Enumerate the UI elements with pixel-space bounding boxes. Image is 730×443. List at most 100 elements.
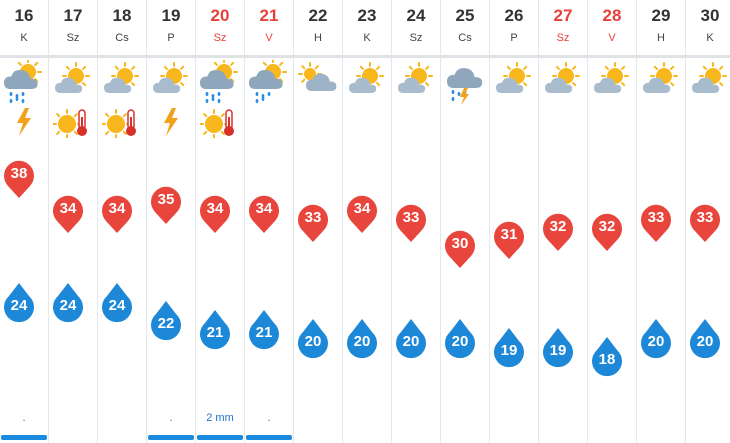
thunder-rain-icon [441,60,489,108]
min-temp-marker: 24 [52,283,84,325]
min-temp-marker: 21 [248,310,280,352]
day-number: 20 [210,6,230,25]
min-temp-value: 20 [451,333,469,350]
day-number: 24 [406,6,426,25]
day-name: K [706,32,714,44]
min-temp-value: 24 [108,297,126,314]
min-temp-value: 21 [206,324,224,341]
min-temp-marker: 18 [591,337,623,379]
day-name: Cs [115,32,129,44]
day-number: 22 [308,6,328,25]
precipitation-amount: . [22,412,26,424]
heavy-rain-sun-icon [196,60,244,108]
lightning-icon [147,108,195,138]
precipitation-amount: . [169,412,173,424]
day-column[interactable]: 25 Cs 30 20 [441,0,490,443]
day-number: 26 [504,6,524,25]
min-temp-marker: 24 [101,283,133,325]
min-temp-value: 18 [598,351,616,368]
min-temp-marker: 20 [689,319,721,361]
partly-sunny-icon [539,60,587,108]
partly-sunny-icon [686,60,730,108]
min-temp-value: 19 [549,342,567,359]
max-temp-value: 30 [451,235,469,252]
min-temp-marker: 20 [640,319,672,361]
min-temp-value: 20 [353,333,371,350]
day-column[interactable]: 21 V 34 21. [245,0,294,443]
day-number: 28 [602,6,622,25]
max-temp-value: 33 [402,208,420,226]
min-temp-marker: 19 [542,328,574,370]
heat-warning-icon [98,108,146,138]
max-temp-value: 38 [10,165,28,182]
partly-sunny-icon [98,60,146,108]
day-name: H [657,32,665,44]
partly-sunny-icon [343,60,391,108]
precipitation-amount: 2 mm [206,412,234,424]
day-column[interactable]: 20 Sz 34 21 2 mm [196,0,245,443]
max-temp-marker: 32 [542,211,574,251]
day-column[interactable]: 19 P 35 22. [147,0,196,443]
day-name: V [265,32,273,44]
partly-sunny-icon [49,60,97,108]
max-temp-marker: 33 [689,202,721,242]
max-temp-value: 31 [500,226,518,244]
partly-sunny-icon [637,60,685,108]
max-temp-value: 34 [59,200,77,217]
max-temp-marker: 30 [444,228,476,268]
max-temp-value: 34 [206,200,224,217]
heat-warning-icon [49,108,97,138]
min-temp-value: 19 [500,342,518,359]
min-temp-value: 22 [157,315,175,332]
day-name: K [20,32,28,44]
day-number: 17 [63,6,83,25]
max-temp-marker: 34 [346,193,378,233]
day-number: 25 [455,6,475,25]
day-name: Cs [458,32,472,44]
day-number: 29 [651,6,671,25]
min-temp-marker: 20 [346,319,378,361]
day-number: 23 [357,6,377,25]
day-name: H [314,32,322,44]
max-temp-marker: 31 [493,219,525,260]
min-temp-marker: 19 [493,328,525,370]
min-temp-value: 20 [304,333,322,350]
day-column[interactable]: 16 K 38 24. [0,0,49,443]
day-name: P [167,32,175,44]
day-column[interactable]: 24 Sz 33 20 [392,0,441,443]
day-column[interactable]: 23 K 34 20 [343,0,392,443]
max-temp-value: 33 [304,208,322,226]
day-name: Sz [556,32,570,44]
max-temp-marker: 34 [52,193,84,233]
max-temp-marker: 33 [395,202,427,242]
day-column[interactable]: 17 Sz 34 24 [49,0,98,443]
day-column[interactable]: 28 V 32 18 [588,0,637,443]
min-temp-value: 20 [647,333,665,350]
day-column[interactable]: 22 H 33 20 [294,0,343,443]
lightning-icon [0,108,48,138]
min-temp-value: 24 [59,297,77,314]
max-temp-value: 34 [108,200,126,217]
rain-sun-icon [245,60,293,108]
partly-sunny-icon [588,60,636,108]
min-temp-marker: 24 [3,283,35,325]
day-number: 19 [161,6,181,25]
day-number: 30 [700,6,720,25]
precipitation-bar [1,435,47,440]
min-temp-marker: 20 [444,319,476,361]
precipitation-bar [246,435,292,440]
day-column[interactable]: 18 Cs 34 24 [98,0,147,443]
day-column[interactable]: 30 K 33 20 [686,0,730,443]
partly-sunny-icon [392,60,440,108]
max-temp-marker: 34 [101,193,133,233]
day-column[interactable]: 29 H 33 20 [637,0,686,443]
day-name: Sz [66,32,80,44]
precipitation-amount: . [267,412,271,424]
max-temp-value: 34 [353,200,371,217]
max-temp-value: 35 [157,191,175,209]
heavy-rain-sun-icon [0,60,48,108]
day-column[interactable]: 27 Sz 32 19 [539,0,588,443]
max-temp-marker: 33 [640,202,672,242]
day-column[interactable]: 26 P 31 19 [490,0,539,443]
